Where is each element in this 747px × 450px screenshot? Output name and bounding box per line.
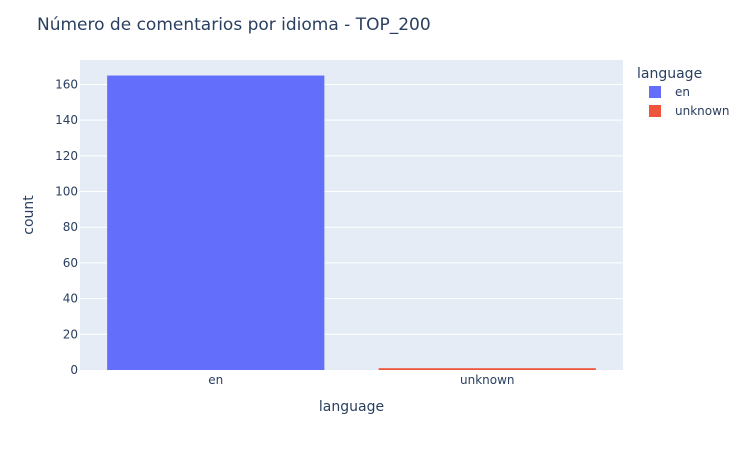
y-tick-label: 140 [55,113,78,127]
y-axis-label: count [21,195,37,235]
y-tick-label: 0 [70,363,78,377]
bar-unknown[interactable] [378,368,596,370]
legend[interactable]: language en unknown [637,66,730,118]
legend-item-unknown[interactable]: unknown [649,104,730,118]
y-tick-label: 40 [63,292,78,306]
x-tick-label: en [208,373,223,387]
legend-label: en [675,85,690,99]
bar-en[interactable] [107,75,325,371]
bars [107,75,596,371]
x-axis-label: language [319,399,384,415]
x-tick-label: unknown [460,373,515,387]
legend-title: language [637,66,702,82]
y-tick-label: 100 [55,185,78,199]
y-tick-label: 60 [63,256,78,270]
y-tick-label: 160 [55,77,78,91]
legend-swatch [649,86,661,98]
y-axis-ticks: 0 20 40 60 80 100 120 140 160 [55,77,78,377]
y-tick-label: 80 [63,220,78,234]
x-axis-ticks: en unknown [208,373,514,387]
chart-title: Número de comentarios por idioma - TOP_2… [37,15,431,35]
legend-item-en[interactable]: en [649,85,690,99]
legend-items[interactable]: en unknown [649,85,730,118]
legend-label: unknown [675,104,730,118]
y-tick-label: 20 [63,327,78,341]
y-tick-label: 120 [55,149,78,163]
legend-swatch [649,105,661,117]
